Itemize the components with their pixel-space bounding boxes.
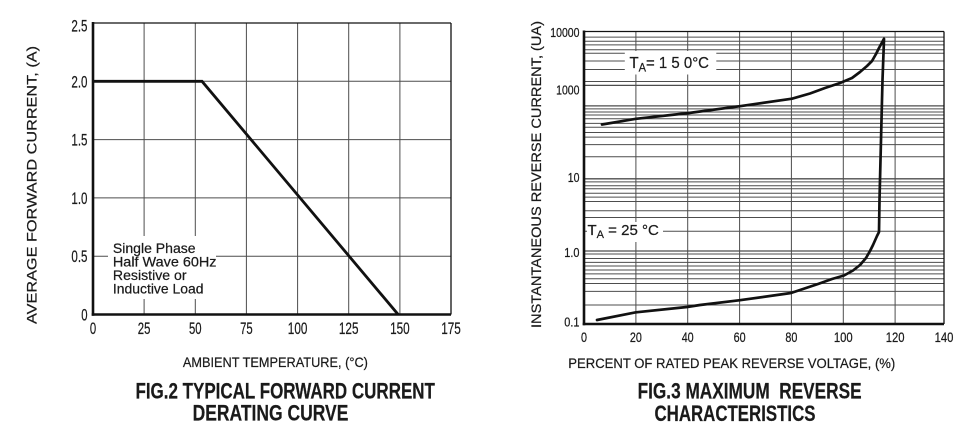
svg-text:Inductive Load: Inductive Load: [113, 282, 204, 297]
svg-text:100: 100: [834, 330, 853, 345]
svg-text:CHARACTERISTICS: CHARACTERISTICS: [655, 401, 816, 426]
svg-text:175: 175: [441, 319, 461, 338]
svg-text:AVERAGE FORWARD CURRENT, (A): AVERAGE FORWARD CURRENT, (A): [24, 46, 40, 324]
svg-text:10000: 10000: [550, 26, 579, 40]
svg-text:80: 80: [785, 330, 797, 345]
svg-text:2.0: 2.0: [71, 72, 87, 91]
svg-text:100: 100: [288, 319, 308, 338]
svg-text:0.1: 0.1: [564, 315, 579, 329]
svg-text:140: 140: [935, 330, 954, 345]
svg-text:40: 40: [682, 330, 694, 345]
svg-text:Half Wave 60Hz: Half Wave 60Hz: [113, 255, 217, 270]
svg-text:1000: 1000: [556, 83, 579, 97]
svg-text:TA= 1 5 0°C: TA= 1 5 0°C: [630, 55, 710, 75]
svg-text:0: 0: [81, 306, 87, 325]
svg-text:FIG.3 MAXIMUM REVERSE: FIG.3 MAXIMUM REVERSE: [638, 379, 862, 404]
svg-text:Resistive or: Resistive or: [113, 268, 187, 283]
svg-text:Single Phase: Single Phase: [113, 241, 196, 256]
svg-text:FIG.2 TYPICAL FORWARD CURRENT: FIG.2 TYPICAL FORWARD CURRENT: [135, 379, 435, 404]
svg-text:TA = 25 °C: TA = 25 °C: [588, 222, 659, 241]
svg-text:0: 0: [581, 330, 587, 345]
svg-text:120: 120: [886, 330, 905, 345]
svg-text:20: 20: [630, 330, 642, 345]
svg-text:50: 50: [189, 319, 202, 338]
svg-text:2.5: 2.5: [71, 17, 87, 36]
svg-text:150: 150: [390, 319, 410, 338]
svg-text:25: 25: [138, 319, 151, 338]
svg-text:75: 75: [240, 319, 253, 338]
svg-text:125: 125: [339, 319, 359, 338]
svg-text:INSTANTANEOUS REVERSE CURRENT,: INSTANTANEOUS REVERSE CURRENT, (UA): [529, 21, 544, 328]
svg-text:60: 60: [734, 330, 746, 345]
svg-text:1.5: 1.5: [71, 131, 87, 150]
svg-text:1.0: 1.0: [71, 189, 87, 208]
svg-text:10: 10: [568, 171, 580, 185]
svg-text:0.5: 0.5: [71, 247, 87, 266]
svg-text:DERATING CURVE: DERATING CURVE: [193, 401, 349, 426]
svg-text:PERCENT OF RATED PEAK REVERSE: PERCENT OF RATED PEAK REVERSE VOLTAGE, (…: [568, 355, 895, 371]
svg-text:1.0: 1.0: [564, 246, 579, 260]
svg-text:AMBIENT TEMPERATURE, (°C): AMBIENT TEMPERATURE, (°C): [183, 354, 368, 370]
svg-text:0: 0: [90, 319, 96, 338]
